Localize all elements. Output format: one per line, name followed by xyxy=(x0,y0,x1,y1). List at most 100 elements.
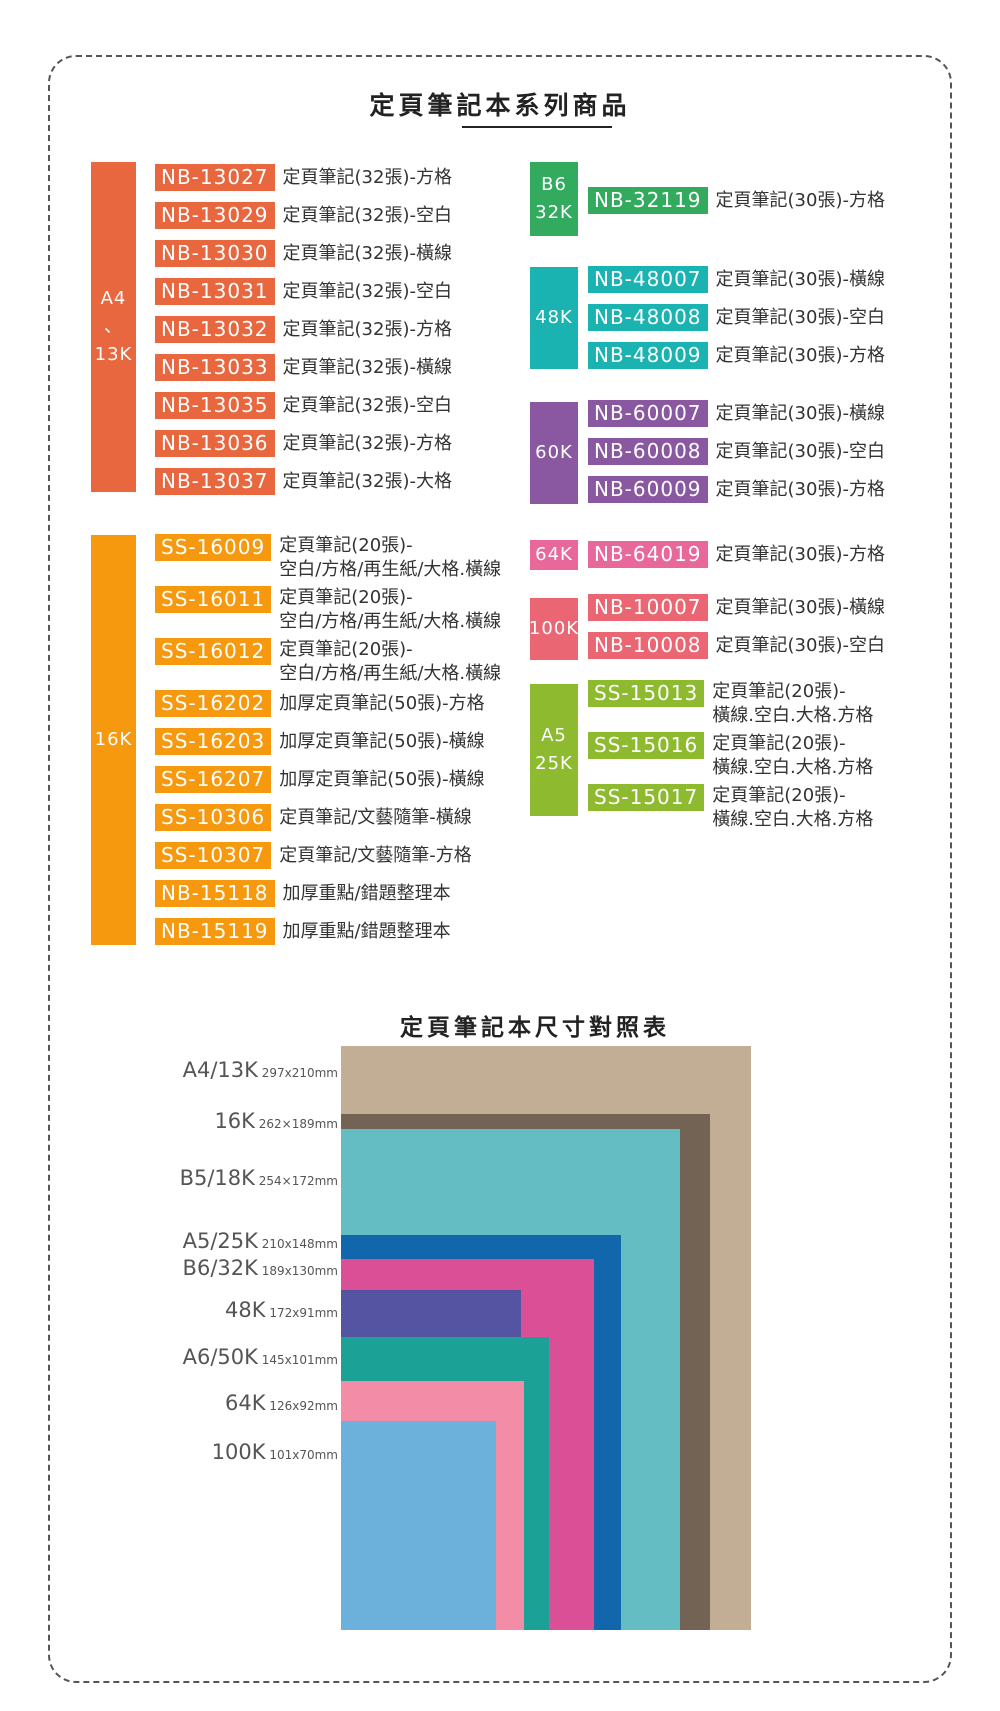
product-row: SS-10307 定頁筆記/文藝隨筆-方格 xyxy=(155,842,472,869)
page-title: 定頁筆記本系列商品 xyxy=(369,91,631,120)
product-desc: 定頁筆記(30張)-橫線 xyxy=(715,269,885,290)
product-desc-line2: 橫線.空白.大格.方格 xyxy=(712,705,874,726)
product-code: NB-60007 xyxy=(588,400,708,427)
product-desc-line1: 定頁筆記(20張)- xyxy=(712,785,846,806)
dashed-frame xyxy=(48,55,952,1683)
product-code: NB-48007 xyxy=(588,266,708,293)
product-desc-line1: 定頁筆記(20張)- xyxy=(279,535,413,556)
product-desc: 定頁筆記(30張)-空白 xyxy=(715,441,885,462)
product-row: SS-15017 定頁筆記(20張)- 橫線.空白.大格.方格 xyxy=(588,784,873,832)
size-name: A4/13K xyxy=(182,1058,258,1082)
product-code: NB-15118 xyxy=(155,880,275,907)
size-name: 100K xyxy=(211,1440,266,1464)
size-label: 100K 101x70mm xyxy=(212,1440,338,1464)
size-name: 64K xyxy=(225,1391,266,1415)
product-code: SS-15013 xyxy=(588,680,705,707)
product-code: SS-16202 xyxy=(155,690,272,717)
product-row: NB-32119 定頁筆記(30張)-方格 xyxy=(588,187,885,214)
size-label: A6/50K 145x101mm xyxy=(183,1345,338,1369)
product-desc: 定頁筆記(30張)-方格 xyxy=(715,190,885,211)
product-row: NB-13036 定頁筆記(32張)-方格 xyxy=(155,430,452,457)
product-row: NB-13035 定頁筆記(32張)-空白 xyxy=(155,392,452,419)
size-name: B6/32K xyxy=(182,1256,258,1280)
product-desc-line1: 定頁筆記(20張)- xyxy=(279,639,413,660)
size-dimensions: 254×172mm xyxy=(254,1174,338,1188)
product-code: NB-13027 xyxy=(155,164,275,191)
group-label-48k: 48K xyxy=(530,267,578,369)
product-desc: 定頁筆記(30張)-方格 xyxy=(715,345,885,366)
product-code: SS-16207 xyxy=(155,766,272,793)
product-desc: 定頁筆記(32張)-方格 xyxy=(282,433,452,454)
product-desc: 定頁筆記(32張)-大格 xyxy=(282,471,452,492)
product-code: NB-64019 xyxy=(588,541,708,568)
group-label-60k: 60K xyxy=(530,402,578,504)
product-row: NB-60007 定頁筆記(30張)-橫線 xyxy=(588,400,885,427)
product-desc: 加厚定頁筆記(50張)-方格 xyxy=(279,693,485,714)
product-row: NB-13031 定頁筆記(32張)-空白 xyxy=(155,278,452,305)
product-desc-line1: 定頁筆記(20張)- xyxy=(712,733,846,754)
product-desc: 定頁筆記(30張)-空白 xyxy=(715,307,885,328)
product-desc: 定頁筆記(20張)- 橫線.空白.大格.方格 xyxy=(712,784,873,832)
product-code: SS-10307 xyxy=(155,842,272,869)
size-dimensions: 172x91mm xyxy=(265,1306,338,1320)
product-row: NB-13029 定頁筆記(32張)-空白 xyxy=(155,202,452,229)
product-desc: 定頁筆記(32張)-方格 xyxy=(282,167,452,188)
product-code: NB-15119 xyxy=(155,918,275,945)
product-desc: 加厚重點/錯題整理本 xyxy=(282,921,451,942)
product-desc: 定頁筆記(32張)-橫線 xyxy=(282,357,452,378)
product-row: NB-48008 定頁筆記(30張)-空白 xyxy=(588,304,885,331)
product-desc: 定頁筆記(32張)-空白 xyxy=(282,281,452,302)
product-row: SS-16203 加厚定頁筆記(50張)-橫線 xyxy=(155,728,485,755)
size-label: B5/18K 254×172mm xyxy=(180,1166,338,1190)
product-code: NB-13035 xyxy=(155,392,275,419)
product-code: NB-13033 xyxy=(155,354,275,381)
product-desc: 定頁筆記(20張)- 空白/方格/再生紙/大格.橫線 xyxy=(279,586,501,634)
product-desc-line1: 定頁筆記(20張)- xyxy=(712,681,846,702)
product-desc: 定頁筆記(32張)-方格 xyxy=(282,319,452,340)
product-code: NB-13036 xyxy=(155,430,275,457)
size-name: 16K xyxy=(214,1109,255,1133)
product-row: NB-60009 定頁筆記(30張)-方格 xyxy=(588,476,885,503)
group-label-64k-text: 64K xyxy=(535,544,573,565)
product-row: NB-13030 定頁筆記(32張)-橫線 xyxy=(155,240,452,267)
title-underline xyxy=(462,126,612,128)
size-dimensions: 126x92mm xyxy=(265,1399,338,1413)
product-desc: 定頁筆記(30張)-方格 xyxy=(715,544,885,565)
product-desc: 定頁筆記(20張)- 橫線.空白.大格.方格 xyxy=(712,680,873,728)
group-label-16k: 16K xyxy=(91,535,136,945)
product-code: NB-10007 xyxy=(588,594,708,621)
size-dimensions: 189x130mm xyxy=(257,1264,338,1278)
product-desc-line1: 定頁筆記(20張)- xyxy=(279,587,413,608)
size-chart-title: 定頁筆記本尺寸對照表 xyxy=(400,1015,670,1041)
product-desc: 定頁筆記/文藝隨筆-方格 xyxy=(279,845,472,866)
product-code: NB-10008 xyxy=(588,632,708,659)
size-label: B6/32K 189x130mm xyxy=(183,1256,338,1280)
size-label: 64K 126x92mm xyxy=(225,1391,338,1415)
product-row: NB-48007 定頁筆記(30張)-橫線 xyxy=(588,266,885,293)
product-row: NB-15118 加厚重點/錯題整理本 xyxy=(155,880,451,907)
group-label-48k-text: 48K xyxy=(535,307,573,328)
product-code: SS-15017 xyxy=(588,784,705,811)
group-label-b6-line1: B6 xyxy=(541,174,567,195)
product-row: SS-16202 加厚定頁筆記(50張)-方格 xyxy=(155,690,485,717)
group-label-b6: B6 32K xyxy=(530,162,578,236)
product-row: SS-16012 定頁筆記(20張)- 空白/方格/再生紙/大格.橫線 xyxy=(155,638,501,686)
group-label-a5-line2: 25K xyxy=(535,753,573,774)
product-row: NB-60008 定頁筆記(30張)-空白 xyxy=(588,438,885,465)
product-row: NB-13032 定頁筆記(32張)-方格 xyxy=(155,316,452,343)
product-row: NB-13033 定頁筆記(32張)-橫線 xyxy=(155,354,452,381)
product-desc: 定頁筆記(20張)- 橫線.空白.大格.方格 xyxy=(712,732,873,780)
product-row: SS-16207 加厚定頁筆記(50張)-橫線 xyxy=(155,766,485,793)
product-desc: 定頁筆記(30張)-方格 xyxy=(715,479,885,500)
product-code: NB-60008 xyxy=(588,438,708,465)
product-code: NB-13031 xyxy=(155,278,275,305)
product-desc: 加厚定頁筆記(50張)-橫線 xyxy=(279,769,485,790)
product-code: SS-16011 xyxy=(155,586,272,613)
product-row: SS-16011 定頁筆記(20張)- 空白/方格/再生紙/大格.橫線 xyxy=(155,586,501,634)
product-desc-line2: 空白/方格/再生紙/大格.橫線 xyxy=(279,611,502,632)
size-name: 48K xyxy=(225,1298,266,1322)
group-label-a5-line1: A5 xyxy=(541,725,567,746)
group-label-100k-text: 100K xyxy=(528,618,580,639)
size-label: A5/25K 210x148mm xyxy=(183,1229,338,1253)
group-label-a4: A4 、 13K xyxy=(91,162,136,492)
